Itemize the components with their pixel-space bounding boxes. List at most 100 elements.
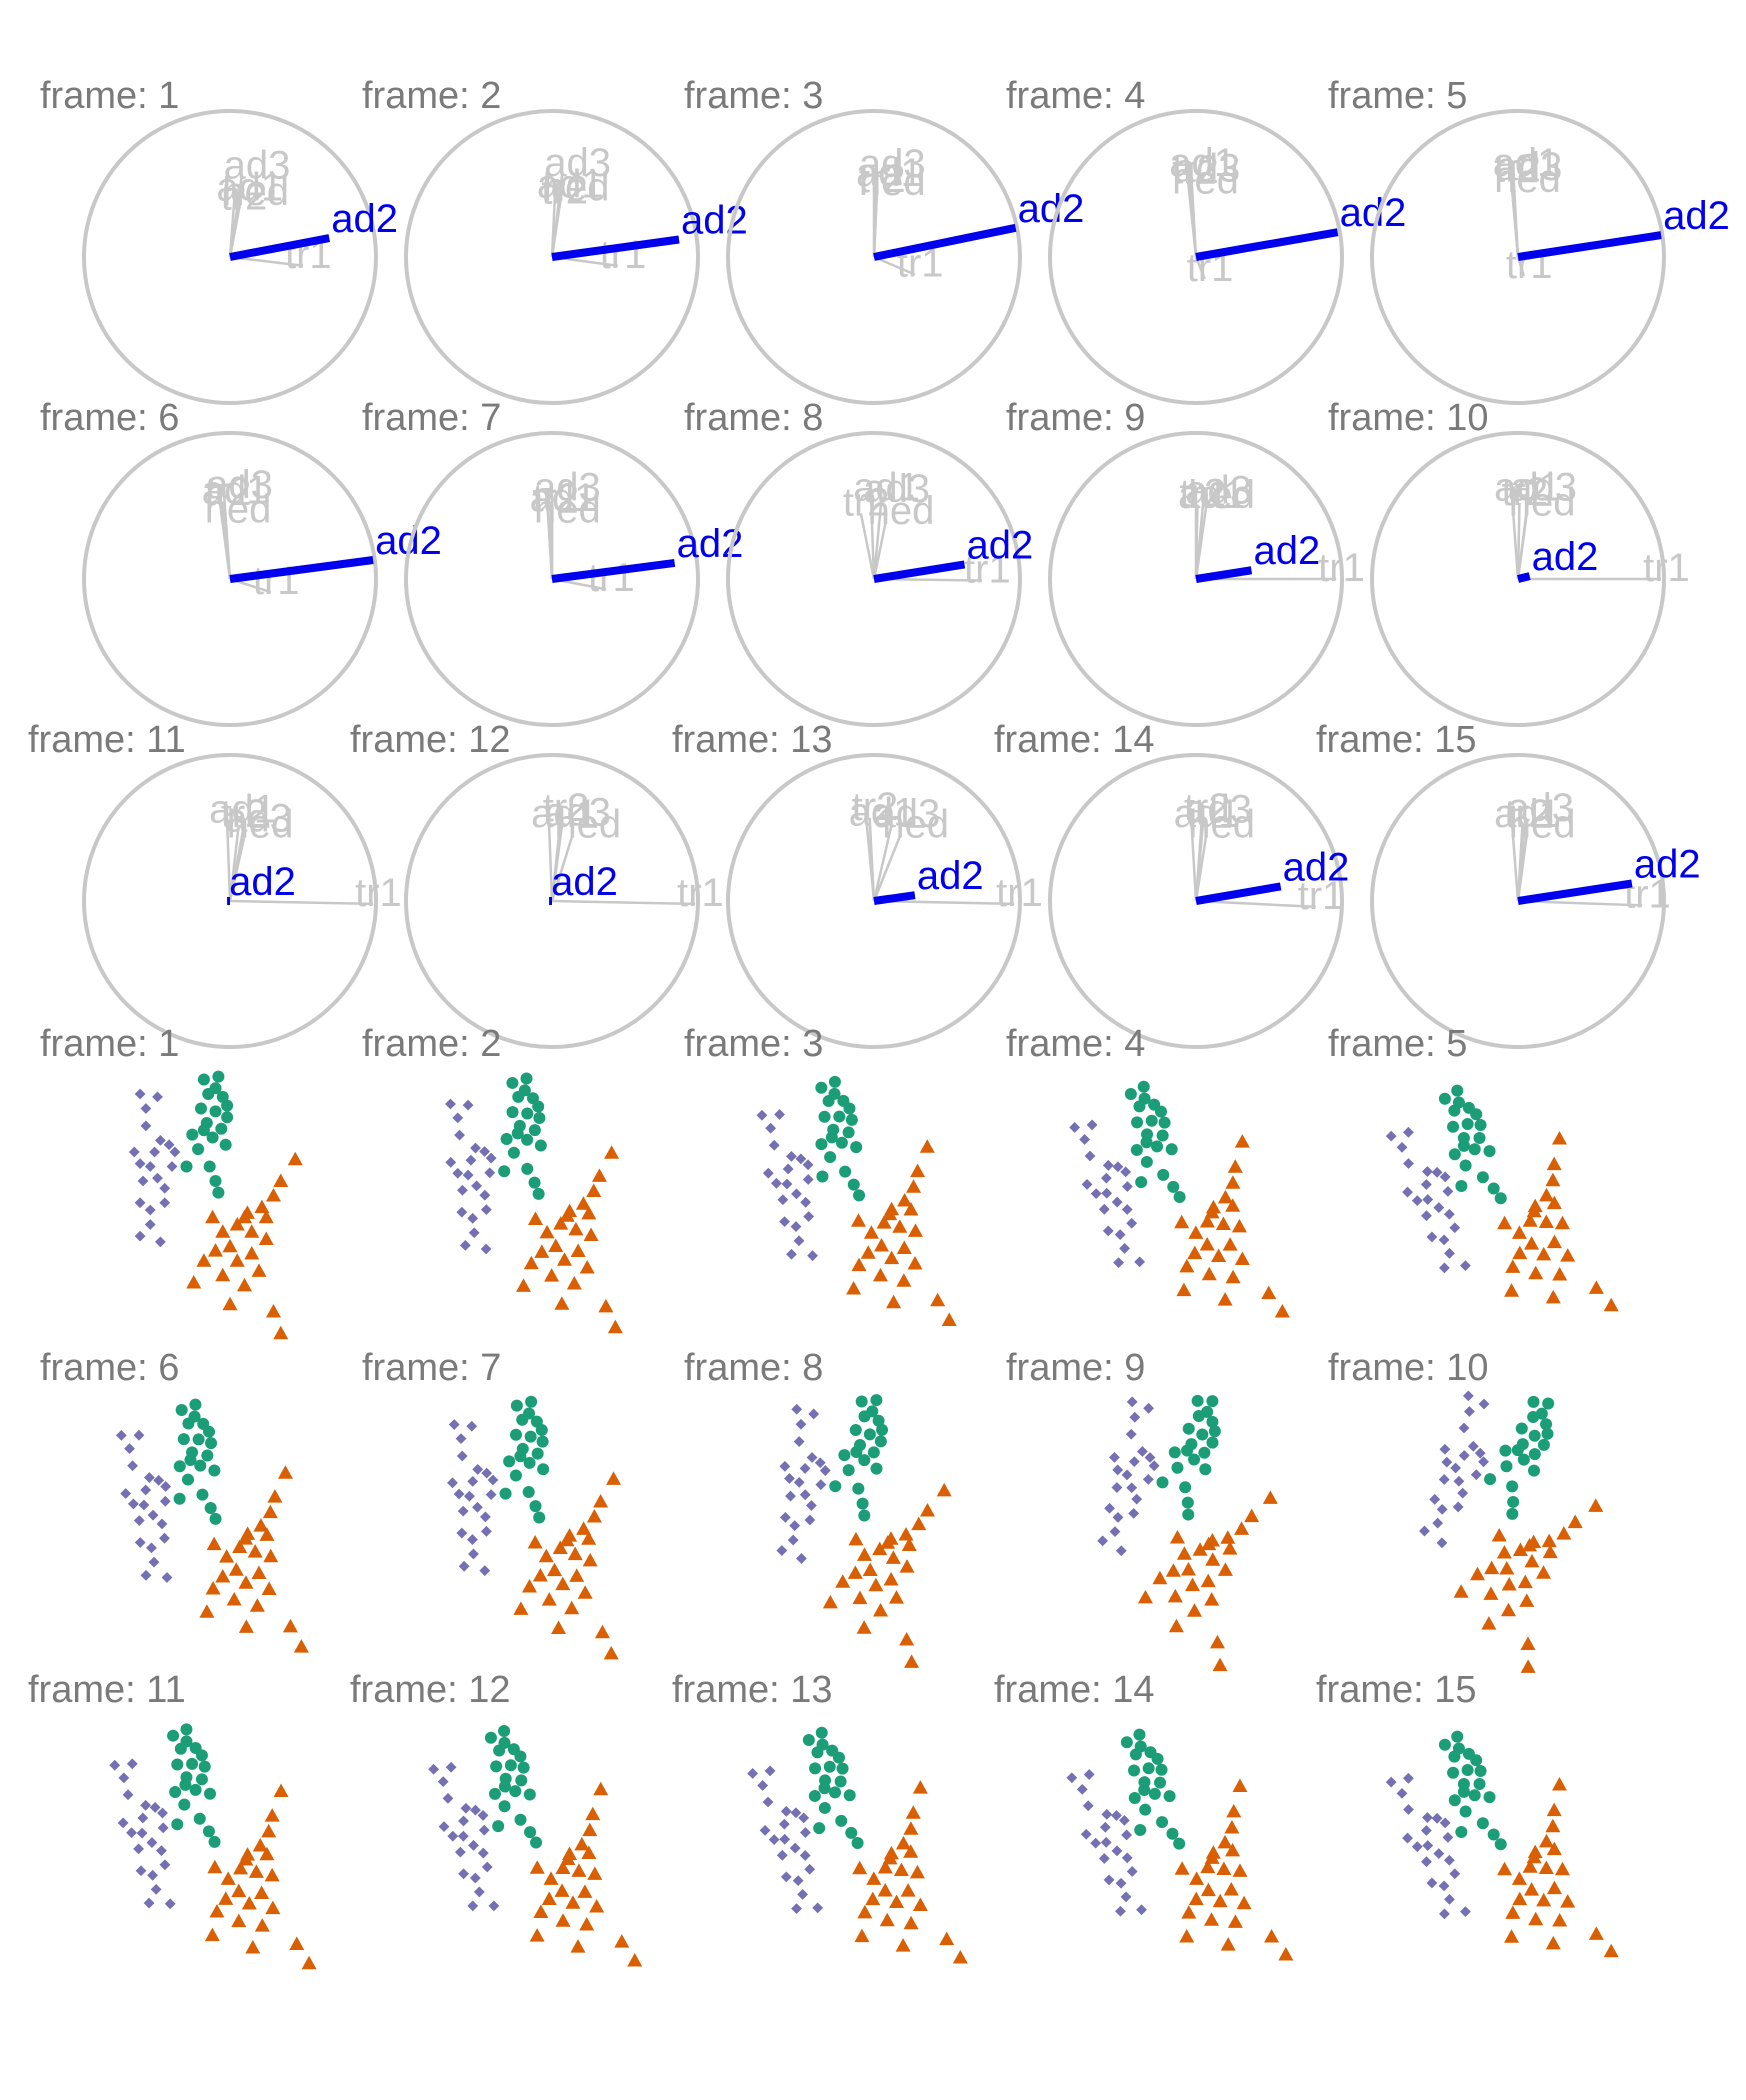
point-triangle: [1504, 1929, 1520, 1943]
point-diamond: [779, 1216, 790, 1227]
point-triangle: [301, 1955, 317, 1970]
point-circle: [1468, 1143, 1481, 1156]
point-diamond: [164, 1898, 176, 1910]
point-triangle: [614, 1934, 630, 1948]
point-diamond: [1422, 1194, 1434, 1205]
axis-line-hed: [872, 834, 902, 902]
point-diamond: [128, 1146, 140, 1158]
point-diamond: [1090, 1188, 1102, 1200]
point-diamond: [471, 1180, 482, 1192]
point-diamond: [159, 1182, 171, 1194]
point-triangle: [238, 1575, 254, 1589]
point-diamond: [1083, 1769, 1095, 1780]
axis-label-ad2: ad2: [1283, 845, 1350, 889]
scatter-panel-12: frame: 12: [350, 1669, 643, 1967]
axis-label-ad2: ad2: [229, 860, 296, 904]
point-triangle: [258, 1231, 274, 1245]
point-triangle: [265, 1900, 281, 1915]
point-diamond: [1411, 1195, 1423, 1207]
point-circle: [171, 1818, 184, 1831]
scatter-panel-13: frame: 13: [672, 1669, 968, 1964]
point-circle: [186, 1757, 199, 1770]
point-diamond: [778, 1818, 790, 1830]
point-triangle: [552, 1540, 568, 1554]
point-diamond: [1438, 1474, 1450, 1485]
axis-label-ad2: ad2: [551, 860, 618, 904]
point-triangle: [237, 1277, 252, 1292]
point-triangle: [1546, 1802, 1562, 1817]
point-triangle: [1545, 1818, 1561, 1833]
point-triangle: [1224, 1819, 1240, 1834]
point-circle: [179, 1778, 192, 1791]
point-triangle: [607, 1319, 623, 1334]
point-circle: [1179, 1481, 1192, 1494]
axes-panel-title: frame: 11: [28, 719, 186, 761]
point-triangle: [1261, 1285, 1277, 1300]
point-diamond: [445, 1761, 457, 1773]
point-diamond: [1411, 1841, 1423, 1853]
point-diamond: [1421, 1166, 1433, 1177]
point-circle: [1142, 1762, 1155, 1775]
point-diamond: [771, 1177, 782, 1189]
point-circle: [1494, 1192, 1507, 1205]
point-triangle: [241, 1895, 257, 1910]
point-triangle: [554, 1296, 570, 1310]
point-diamond: [146, 1542, 157, 1554]
point-diamond: [1112, 1464, 1124, 1476]
point-circle: [1459, 1159, 1472, 1172]
point-diamond: [796, 1553, 807, 1564]
point-triangle: [583, 1227, 599, 1242]
point-circle: [1138, 1092, 1151, 1105]
point-triangle: [209, 1904, 225, 1918]
point-diamond: [124, 1443, 135, 1455]
point-circle: [815, 1138, 828, 1151]
axis-circle: [1048, 431, 1344, 727]
point-diamond: [140, 1120, 152, 1132]
point-diamond: [1403, 1158, 1414, 1169]
point-triangle: [581, 1845, 597, 1859]
axis-label-hed: hed: [554, 802, 621, 846]
point-triangle: [865, 1891, 881, 1906]
point-circle: [1140, 1155, 1153, 1168]
point-diamond: [481, 1525, 492, 1537]
point-diamond: [1120, 1166, 1132, 1178]
point-diamond: [138, 1499, 150, 1511]
point-circle: [1494, 1838, 1507, 1851]
point-diamond: [808, 1408, 820, 1420]
point-triangle: [1526, 1849, 1542, 1864]
point-diamond: [791, 1903, 802, 1915]
point-diamond: [1474, 1447, 1486, 1459]
point-triangle: [553, 1216, 569, 1230]
point-diamond: [799, 1827, 811, 1838]
point-diamond: [478, 1824, 490, 1836]
point-triangle: [1512, 1245, 1528, 1260]
point-diamond: [1143, 1402, 1154, 1414]
scatter-panel-title: frame: 3: [684, 1023, 823, 1065]
point-diamond: [157, 1807, 168, 1819]
point-circle: [1199, 1463, 1212, 1476]
point-triangle: [606, 1471, 622, 1485]
point-triangle: [215, 1569, 231, 1583]
point-triangle: [267, 1489, 283, 1503]
point-diamond: [793, 1235, 805, 1247]
point-circle: [167, 1729, 180, 1742]
point-triangle: [289, 1936, 305, 1950]
point-diamond: [800, 1196, 812, 1208]
axis-label-tr1: tr1: [1643, 546, 1690, 590]
point-triangle: [1188, 1225, 1204, 1239]
scatter-panel-8: frame: 8: [684, 1347, 952, 1668]
point-triangle: [885, 1550, 901, 1564]
scatter-panel-15: frame: 15: [1316, 1669, 1619, 1958]
point-diamond: [470, 1142, 481, 1154]
point-triangle: [555, 1860, 571, 1874]
point-triangle: [527, 1534, 543, 1549]
point-diamond: [1450, 1462, 1461, 1474]
axis-label-hed: hed: [868, 489, 935, 533]
scatter-panel-title: frame: 4: [1006, 1023, 1145, 1065]
point-diamond: [458, 1815, 469, 1827]
point-triangle: [1603, 1943, 1619, 1958]
point-circle: [1484, 1473, 1497, 1486]
axis-line-ad2: [873, 891, 916, 905]
point-triangle: [1546, 1195, 1562, 1210]
